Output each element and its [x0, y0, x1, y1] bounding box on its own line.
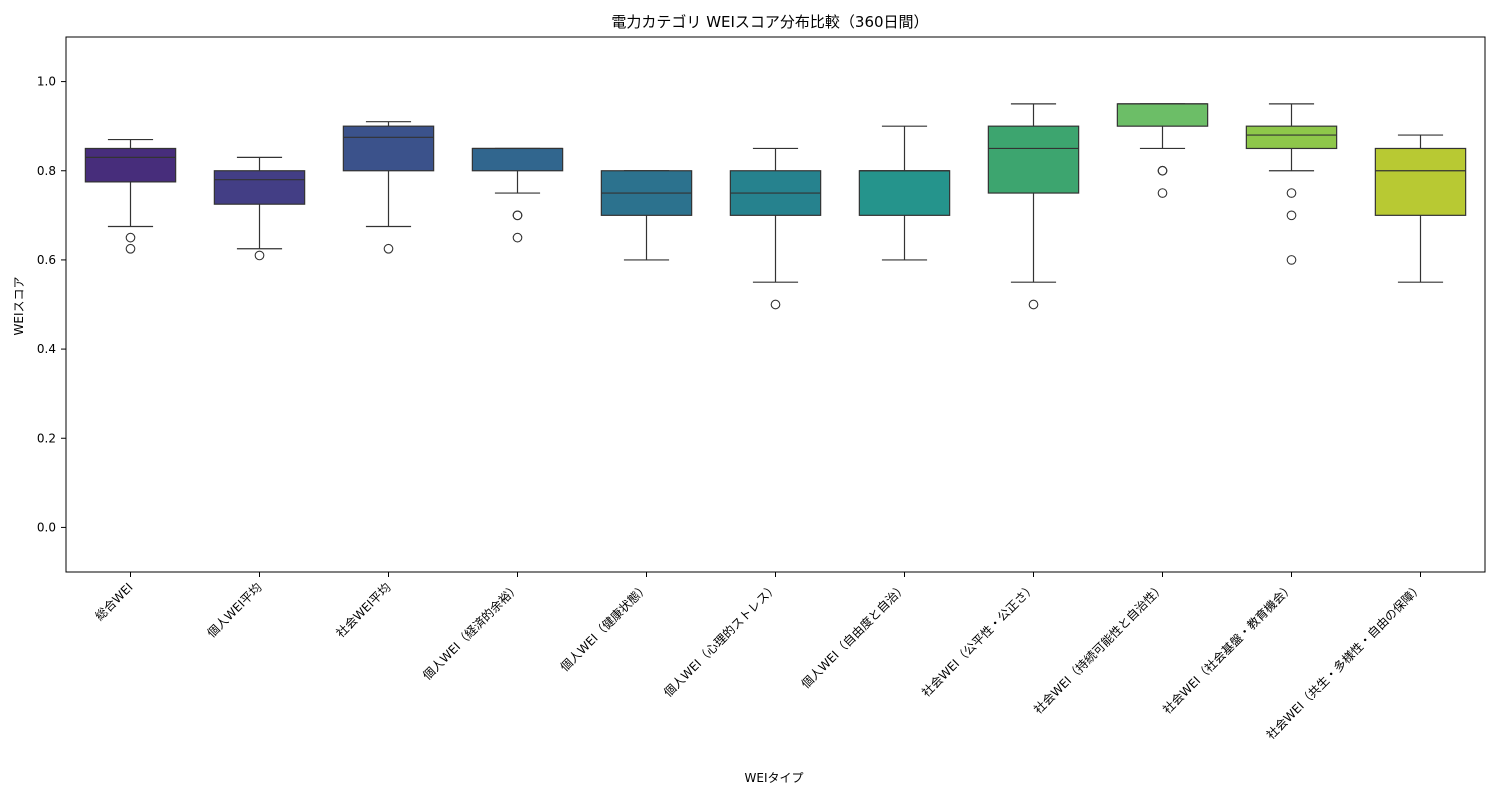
y-axis: 0.0 0.2 0.4 0.6 0.8 1.0 [37, 75, 66, 534]
outlier-point [1157, 188, 1168, 198]
x-axis-label: WEIタイプ [745, 771, 804, 785]
box-5 [600, 170, 693, 261]
box-iqr [213, 170, 306, 205]
y-tick-label: 0.6 [37, 253, 56, 267]
x-tick-label: 社会WEI（公平性・公正さ） [918, 580, 1038, 700]
outlier-point [1286, 255, 1297, 265]
outlier-point [1157, 165, 1168, 176]
box-iqr [858, 170, 951, 216]
box-iqr [84, 147, 177, 183]
box-6 [729, 147, 822, 310]
x-tick-label: 個人WEI（心理的ストレス） [660, 580, 780, 700]
outlier-point [1286, 210, 1297, 221]
x-tick-label: 個人WEI（健康状態） [557, 580, 652, 675]
box-8 [987, 103, 1080, 310]
outlier-point [512, 232, 523, 243]
box-4 [471, 147, 564, 243]
plot-frame [65, 36, 1486, 573]
box-11 [1374, 134, 1467, 283]
box-iqr [1374, 147, 1467, 216]
x-tick-label: 社会WEI平均 [333, 580, 394, 641]
box-iqr [1245, 125, 1338, 150]
outlier-point [512, 210, 523, 221]
box-iqr [987, 125, 1080, 194]
outlier-point [1286, 188, 1297, 198]
plot-area [65, 36, 1486, 573]
x-axis: 総合WEI 個人WEI平均 社会WEI平均 個人WEI（経済的余裕） 個人WEI（健康状… [92, 572, 1426, 742]
box-7 [858, 125, 951, 261]
outlier-point [125, 232, 136, 243]
outlier-point [254, 250, 265, 261]
outlier-point [770, 299, 781, 310]
outlier-point [1028, 299, 1039, 310]
x-tick-label: 個人WEI平均 [205, 580, 265, 640]
x-tick-label: 社会WEI（持続可能性と自治性） [1030, 580, 1167, 717]
box-iqr [1116, 103, 1209, 127]
y-axis-label: WEIスコア [12, 277, 26, 336]
x-tick-label: 総合WEI [92, 580, 136, 624]
chart-title: 電力カテゴリ WEIスコア分布比較（360日間） [611, 13, 928, 31]
x-tick-label: 個人WEI（自由度と自治） [798, 580, 910, 692]
box-9 [1116, 103, 1209, 198]
box-1 [84, 138, 177, 254]
y-tick-label: 1.0 [37, 75, 56, 89]
x-tick-label: 社会WEI（共生・多様性・自由の保障） [1263, 580, 1426, 743]
y-tick-label: 0.2 [37, 431, 56, 445]
box-iqr [471, 147, 564, 172]
box-10 [1245, 103, 1338, 265]
x-tick-label: 社会WEI（社会基盤・教育機会） [1159, 580, 1296, 717]
y-tick-label: 0.8 [37, 164, 56, 178]
x-tick-label: 個人WEI（経済的余裕） [419, 580, 522, 683]
box-2 [213, 156, 306, 261]
y-tick-label: 0.4 [37, 342, 56, 356]
box-iqr [342, 125, 435, 172]
box-3 [342, 121, 435, 254]
y-tick-label: 0.0 [37, 520, 56, 534]
outlier-point [125, 243, 136, 254]
outlier-point [383, 243, 394, 254]
